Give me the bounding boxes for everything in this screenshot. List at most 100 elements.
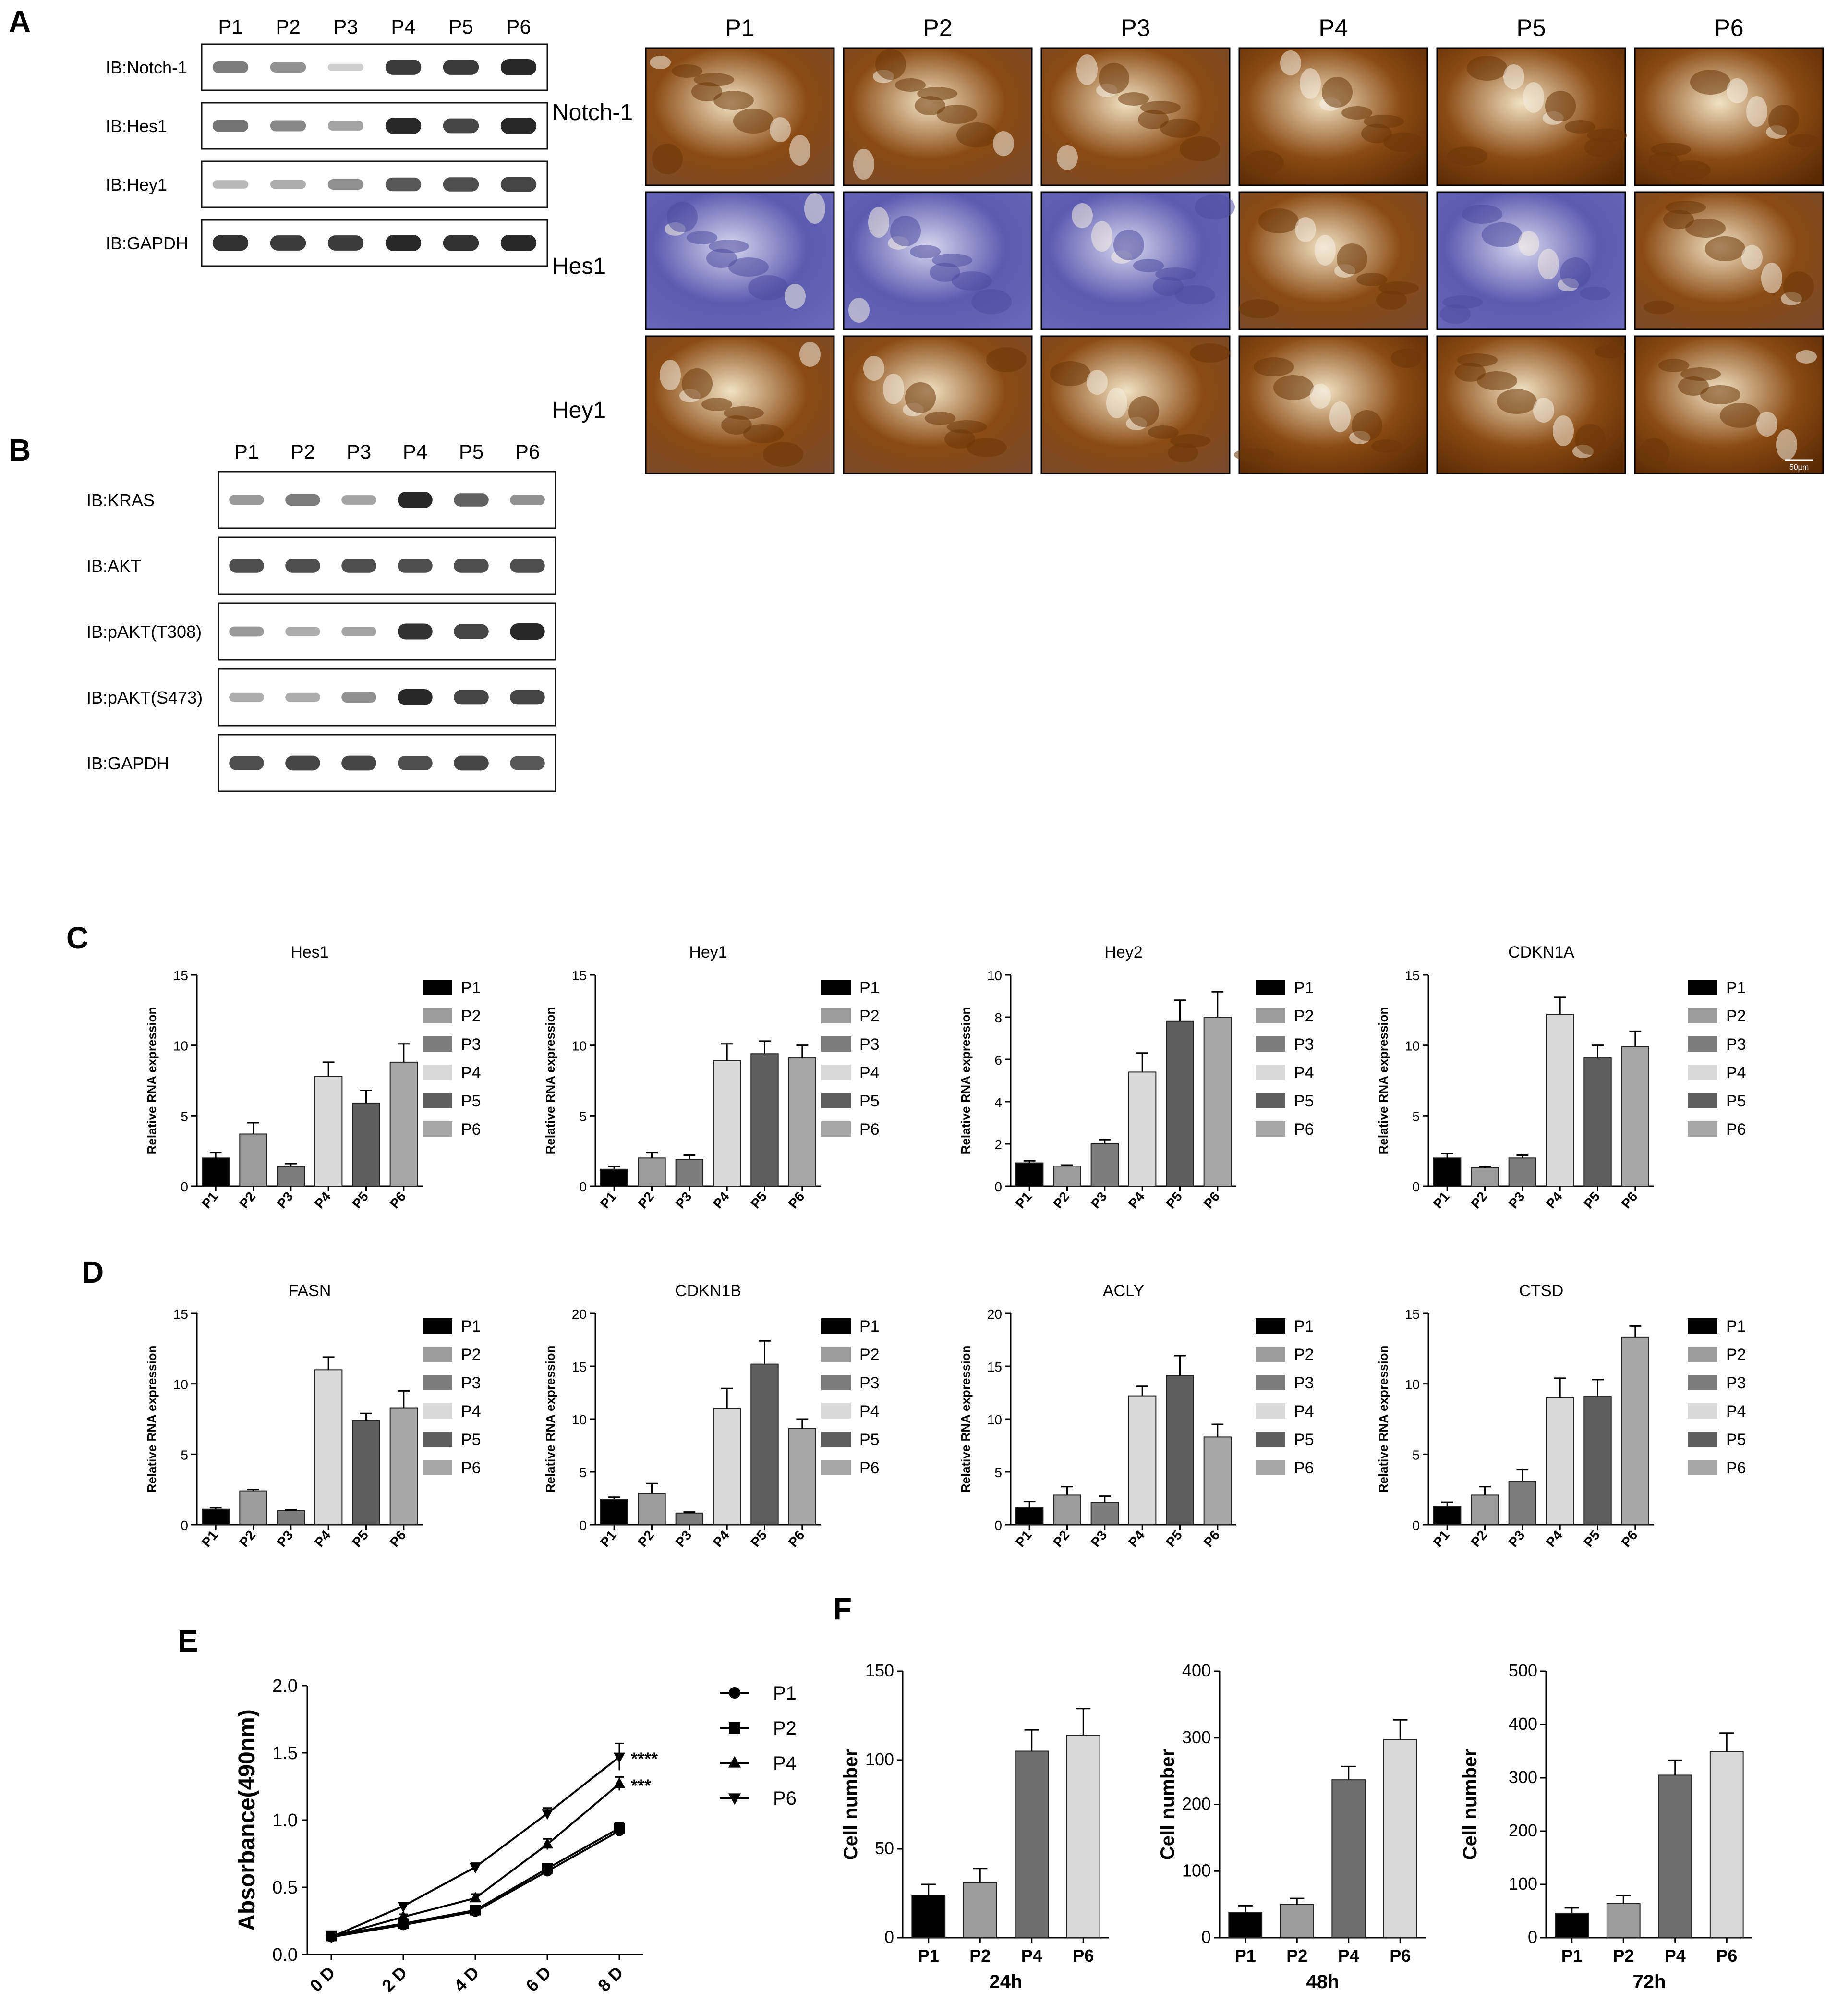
ihc-texture bbox=[1371, 439, 1402, 453]
bar-p3 bbox=[277, 1166, 305, 1187]
ihc-texture bbox=[875, 49, 906, 80]
legend-label-p4: P4 bbox=[859, 1402, 880, 1421]
ihc-texture bbox=[1442, 295, 1483, 309]
ihc-texture bbox=[1280, 50, 1301, 75]
legend-swatch-p1 bbox=[1256, 1318, 1285, 1334]
ihc-texture bbox=[1364, 115, 1404, 128]
ihc-texture bbox=[1376, 291, 1407, 310]
bar-p5 bbox=[1166, 1375, 1194, 1526]
x-tick-label-p1: P1 bbox=[597, 1189, 619, 1211]
legend-swatch-p2 bbox=[423, 1008, 452, 1023]
x-tick-label-p5: P5 bbox=[1163, 1528, 1185, 1550]
blot-band bbox=[285, 755, 320, 771]
x-tick-label-p5: P5 bbox=[1581, 1189, 1603, 1211]
blot-band bbox=[510, 495, 545, 505]
blot-band bbox=[454, 493, 489, 507]
blot-band bbox=[212, 120, 249, 132]
legend-swatch-p5 bbox=[1688, 1093, 1717, 1108]
chart-title: CTSD bbox=[1519, 1282, 1564, 1300]
bar-p6 bbox=[1203, 1436, 1232, 1525]
y-axis-label: Relative RNA expression bbox=[145, 1346, 159, 1493]
legend-marker-p2 bbox=[729, 1722, 740, 1734]
y-tick-label: 0 bbox=[994, 1179, 1002, 1194]
x-tick-label-p5: P5 bbox=[1163, 1189, 1185, 1211]
x-tick-label-p1: P1 bbox=[1013, 1528, 1035, 1550]
bar-p4 bbox=[314, 1076, 343, 1187]
blot-band bbox=[385, 177, 422, 192]
ihc-texture bbox=[1258, 208, 1299, 233]
chart-title: Hey1 bbox=[689, 943, 727, 961]
bar-p6 bbox=[788, 1428, 817, 1525]
legend-swatch-p3 bbox=[1688, 1375, 1717, 1390]
y-tick-label: 5 bbox=[1412, 1109, 1420, 1124]
legend-swatch-p4 bbox=[821, 1065, 851, 1080]
legend-label-p2: P2 bbox=[1294, 1007, 1314, 1025]
x-tick-label-p6: P6 bbox=[1390, 1946, 1411, 1966]
ihc-texture bbox=[1680, 367, 1721, 381]
bar-p5 bbox=[750, 1053, 779, 1187]
blot-band bbox=[327, 235, 364, 251]
blot-band bbox=[285, 494, 320, 506]
legend-label-p5: P5 bbox=[1294, 1092, 1314, 1110]
ihc-texture bbox=[1497, 389, 1537, 414]
y-tick-label: 10 bbox=[1405, 1039, 1420, 1054]
blot-band bbox=[500, 177, 537, 192]
legend-swatch-p2 bbox=[1688, 1008, 1717, 1023]
blot-band bbox=[454, 755, 489, 771]
blot-band bbox=[443, 118, 479, 134]
y-tick-label: 100 bbox=[1182, 1860, 1211, 1880]
ihc-texture bbox=[1587, 129, 1627, 142]
ihc-texture bbox=[1746, 96, 1767, 127]
legend-label-p4: P4 bbox=[773, 1753, 797, 1774]
ihc-texture bbox=[660, 360, 681, 390]
panel-label-d: D bbox=[82, 1255, 104, 1289]
y-tick-label: 500 bbox=[1509, 1661, 1537, 1680]
bar-p6 bbox=[1621, 1046, 1650, 1187]
bar-p6 bbox=[1203, 1017, 1232, 1187]
legend-swatch-p1 bbox=[423, 980, 452, 995]
ihc-texture bbox=[691, 82, 722, 101]
legend-label-p4: P4 bbox=[859, 1064, 880, 1082]
ihc-texture bbox=[1352, 410, 1382, 441]
lane-label-p1: P1 bbox=[234, 440, 259, 463]
ihc-column-label-p5: P5 bbox=[1516, 14, 1546, 41]
legend-swatch-p5 bbox=[1256, 1093, 1285, 1108]
ihc-texture bbox=[971, 289, 1012, 314]
x-tick-label-p3: P3 bbox=[1088, 1189, 1110, 1211]
ihc-texture bbox=[1315, 235, 1336, 266]
point-p4 bbox=[397, 1910, 410, 1921]
chart-cdkn1a: CDKN1A 0 5 10 15 Relative RNA expression P1 P2 P… bbox=[1376, 943, 1746, 1211]
ihc-texture bbox=[1756, 412, 1777, 437]
legend-swatch-p6 bbox=[423, 1460, 452, 1475]
blot-band bbox=[500, 118, 537, 134]
ihc-texture bbox=[1523, 82, 1544, 113]
ihc-texture bbox=[1651, 143, 1691, 156]
ihc-texture bbox=[1195, 194, 1235, 219]
ihc-texture bbox=[1391, 349, 1422, 368]
ihc-texture bbox=[1477, 371, 1517, 390]
ihc-texture bbox=[863, 356, 884, 381]
x-tick-label-p2: P2 bbox=[236, 1528, 258, 1550]
ihc-texture bbox=[952, 271, 992, 291]
legend-label-p2: P2 bbox=[859, 1346, 880, 1364]
y-tick-label: 10 bbox=[1405, 1377, 1420, 1392]
x-tick-label-p6: P6 bbox=[1201, 1528, 1223, 1550]
y-axis-label: Cell number bbox=[840, 1749, 861, 1860]
legend-marker-p6 bbox=[728, 1793, 741, 1805]
chart-hes1: Hes1 0 5 10 15 Relative RNA expression P1 P2 P3 P… bbox=[145, 943, 481, 1211]
ihc-texture bbox=[1148, 425, 1179, 439]
legend-label-p1: P1 bbox=[1294, 1317, 1314, 1336]
bar-p6 bbox=[389, 1407, 418, 1525]
y-axis-label: Cell number bbox=[1460, 1749, 1481, 1860]
x-tick-label-p5: P5 bbox=[349, 1189, 371, 1211]
ihc-texture bbox=[1356, 273, 1387, 286]
x-tick-label-p3: P3 bbox=[673, 1528, 695, 1550]
y-axis-label: Cell number bbox=[1157, 1749, 1178, 1860]
legend-label-p5: P5 bbox=[1726, 1092, 1746, 1110]
ihc-texture bbox=[947, 420, 987, 434]
y-tick-label: 15 bbox=[1405, 968, 1420, 983]
ihc-texture bbox=[667, 202, 698, 232]
ihc-texture bbox=[1553, 415, 1574, 446]
legend-swatch-p6 bbox=[821, 1460, 851, 1475]
x-tick-label-p5: P5 bbox=[1581, 1528, 1603, 1550]
